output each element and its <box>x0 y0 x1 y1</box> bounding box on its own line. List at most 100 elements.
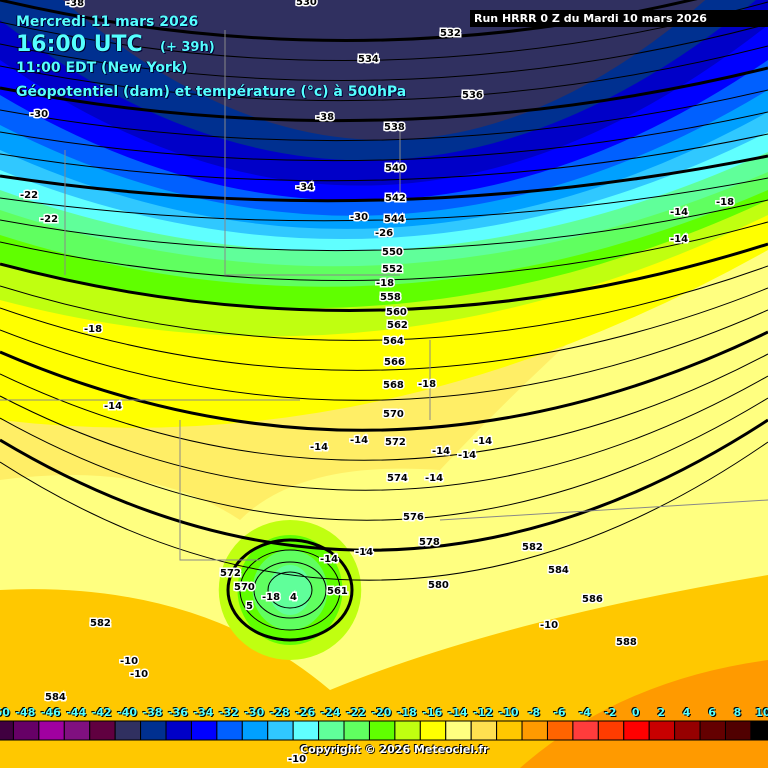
colorbar-label: -24 <box>320 706 341 719</box>
colorbar-swatch <box>292 720 320 741</box>
colorbar-label: -30 <box>244 706 265 719</box>
run-info: Run HRRR 0 Z du Mardi 10 mars 2026 <box>470 10 768 27</box>
geopotential-contour-low <box>267 571 313 609</box>
geopotential-contour <box>0 23 768 81</box>
parameter-title: Géopotentiel (dam) et température (°c) à… <box>16 84 407 100</box>
geopotential-contour-low <box>226 538 354 642</box>
geopotential-label: 570 <box>383 409 404 420</box>
geopotential-contour <box>0 177 768 222</box>
colorbar-label: -50 <box>0 706 10 719</box>
colorbar-label: -40 <box>117 706 138 719</box>
geopotential-contour <box>0 199 768 252</box>
colorbar-label: 10 <box>755 706 768 719</box>
geopotential-label: 538 <box>384 122 405 133</box>
colorbar-swatch <box>623 720 650 741</box>
colorbar-label: -16 <box>422 706 443 719</box>
geopotential-contour <box>0 0 698 42</box>
geopotential-label: 540 <box>385 163 406 174</box>
colorbar-swatch <box>318 720 345 741</box>
colorbar-label: -46 <box>40 706 61 719</box>
geopotential-contour <box>0 45 768 102</box>
colorbar-label: 4 <box>682 706 691 719</box>
temperature-label: -14 <box>474 436 492 447</box>
geopotential-label: 552 <box>382 264 403 275</box>
geopotential-label: 4 <box>290 592 297 603</box>
copyright: Copyright © 2026 Meteociel.fr <box>300 743 489 756</box>
temperature-label: -14 <box>350 435 368 446</box>
temperature-label: -14 <box>432 446 450 457</box>
geopotential-contour-low <box>253 561 327 619</box>
geopotential-label: 561 <box>327 586 348 597</box>
colorbar-label: 6 <box>708 706 716 719</box>
colorbar-swatch <box>546 720 574 741</box>
utc-time: 16:00 UTC <box>16 32 143 57</box>
colorbar-swatch <box>114 720 142 741</box>
temperature-band <box>520 660 768 768</box>
geopotential-label: 544 <box>384 214 405 225</box>
colorbar-swatch <box>394 720 421 741</box>
colorbar-label: -18 <box>396 706 417 719</box>
geopotential-contour <box>0 353 768 461</box>
local-time: 11:00 EDT (New York) <box>16 60 188 76</box>
temperature-label: -34 <box>296 182 314 193</box>
colorbar-label: -12 <box>473 706 494 719</box>
colorbar-label: 2 <box>657 706 666 719</box>
geopotential-label: 542 <box>385 193 406 204</box>
colorbar-swatch <box>89 720 116 741</box>
colorbar-label: -8 <box>527 706 541 719</box>
geopotential-contour <box>0 330 768 432</box>
geopotential-contour <box>0 154 768 203</box>
geopotential-contour <box>0 309 768 401</box>
geopotential-contour <box>0 66 768 123</box>
geopotential-contour <box>0 287 768 371</box>
colorbar-label: -48 <box>15 706 36 719</box>
colorbar-swatch <box>0 720 14 741</box>
geopotential-label: 576 <box>403 512 424 523</box>
colorbar-label: -4 <box>578 706 592 719</box>
colorbar-label: -6 <box>553 706 566 719</box>
colorbar-label: -28 <box>269 706 290 719</box>
geopotential-label: 536 <box>462 90 483 101</box>
colorbar-label: -32 <box>218 706 239 719</box>
temperature-label: -14 <box>458 450 476 461</box>
colorbar-swatch <box>674 720 701 741</box>
temperature-label: -14 <box>670 207 688 218</box>
colorbar-label: 8 <box>733 706 742 719</box>
geopotential-label: 562 <box>387 320 408 331</box>
temperature-label: -26 <box>375 228 393 239</box>
geopotential-contour <box>0 1 768 62</box>
temperature-label: -10 <box>120 656 138 667</box>
colorbar-swatch <box>267 720 294 741</box>
geopotential-label: 534 <box>358 54 379 65</box>
geopotential-label: 558 <box>380 292 401 303</box>
temperature-label: -18 <box>716 197 734 208</box>
temperature-label: -10 <box>540 620 558 631</box>
geopotential-label: 568 <box>383 380 404 391</box>
geopotential-contour <box>0 221 768 282</box>
geopotential-contour <box>0 133 768 182</box>
geopotential-label: 586 <box>582 594 603 605</box>
colorbar-swatch <box>699 720 726 741</box>
temperature-label: -38 <box>316 112 334 123</box>
temperature-band <box>0 0 768 140</box>
geopotential-label: 550 <box>382 247 403 258</box>
temperature-label: -30 <box>350 212 368 223</box>
geopotential-label: 572 <box>220 568 241 579</box>
colorbar-swatch <box>190 720 218 741</box>
temperature-label: -38 <box>66 0 84 9</box>
temperature-label: -14 <box>320 554 338 565</box>
geopotential-contour <box>0 89 768 142</box>
temperature-label: -18 <box>418 379 436 390</box>
temperature-label: -30 <box>30 109 48 120</box>
colorbar-swatch <box>597 720 625 741</box>
geopotential-label: 574 <box>387 473 408 484</box>
colorbar-swatch <box>165 720 192 741</box>
geopotential-contour <box>0 375 768 491</box>
geopotential-label: 580 <box>428 580 449 591</box>
geopotential-label: 584 <box>548 565 569 576</box>
border-line <box>224 30 400 276</box>
geopotential-label: 588 <box>616 637 637 648</box>
geopotential-label: 582 <box>90 618 111 629</box>
temperature-label: -10 <box>130 669 148 680</box>
